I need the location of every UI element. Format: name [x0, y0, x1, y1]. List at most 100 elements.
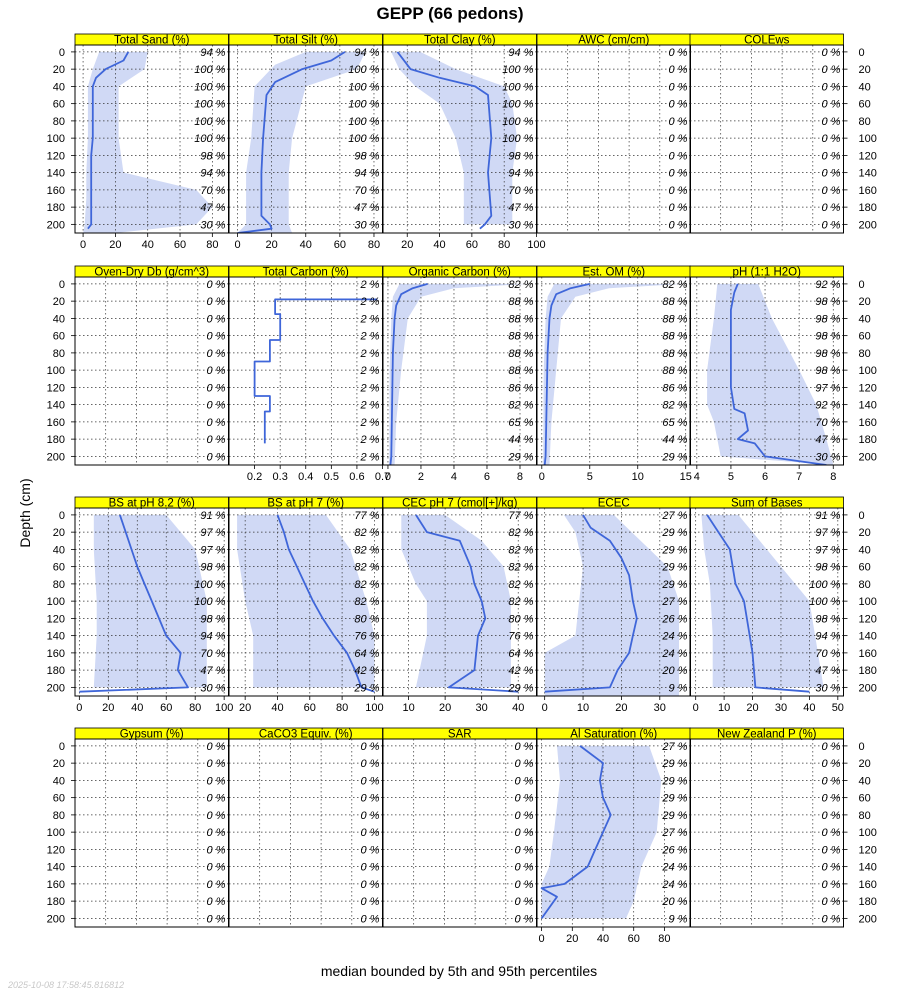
percent-label: 88 %	[662, 296, 687, 308]
percent-label: 26 %	[661, 613, 687, 625]
panel-border	[689, 44, 844, 234]
y-tick-label: 40	[859, 81, 871, 93]
y-tick-label: 40	[53, 544, 65, 556]
y-tick-label: 0	[859, 279, 865, 291]
percent-label: 82 %	[354, 527, 379, 539]
median-line	[543, 283, 590, 465]
percent-label: 82 %	[508, 279, 533, 291]
percent-label: 0 %	[822, 810, 841, 822]
x-tick-label: 8	[830, 471, 836, 483]
percentile-band	[391, 51, 518, 225]
percent-label: 0 %	[822, 150, 841, 162]
x-axis-caption: median bounded by 5th and 95th percentil…	[320, 963, 598, 979]
y-tick-label: 20	[859, 758, 871, 770]
percent-label: 100 %	[194, 116, 225, 128]
percent-label: 9 %	[669, 913, 688, 925]
percent-label: 30 %	[815, 682, 840, 694]
percent-label: 70 %	[815, 417, 840, 429]
y-tick-label: 60	[53, 99, 65, 111]
percent-label: 88 %	[508, 313, 533, 325]
percent-label: 29 %	[353, 682, 379, 694]
panel-title: CaCO3 Equiv. (%)	[259, 729, 353, 741]
median-line	[79, 514, 189, 693]
panel-title: CEC pH 7 (cmol[+]/kg)	[402, 498, 518, 510]
percent-label: 0 %	[822, 64, 841, 76]
percent-label: 0 %	[822, 862, 841, 874]
x-tick-label: 0	[76, 702, 82, 714]
x-tick-label: 0	[80, 239, 86, 251]
panel-border	[382, 738, 537, 928]
y-tick-label: 200	[859, 682, 877, 694]
panel-plot-area	[229, 45, 383, 233]
y-tick-label: 80	[53, 579, 65, 591]
x-tick-label: 20	[746, 702, 758, 714]
y-tick-label: 160	[859, 648, 877, 660]
percent-label: 24 %	[661, 862, 687, 874]
x-tick-label: 20	[401, 239, 413, 251]
panel-title: Total Silt (%)	[273, 35, 338, 47]
percent-label: 100 %	[809, 579, 840, 591]
percent-label: 100 %	[502, 116, 533, 128]
x-tick-label: 0.4	[298, 471, 313, 483]
percent-label: 0 %	[207, 382, 226, 394]
y-tick-label: 20	[859, 296, 871, 308]
percent-label: 0 %	[822, 775, 841, 787]
percent-label: 27 %	[661, 596, 687, 608]
percent-label: 100 %	[348, 64, 379, 76]
x-tick-label: 80	[189, 702, 201, 714]
percent-label: 98 %	[200, 150, 225, 162]
x-tick-label: 80	[206, 239, 218, 251]
percent-label: 0 %	[207, 758, 226, 770]
percent-label: 30 %	[354, 219, 379, 231]
percent-label: 30 %	[508, 219, 533, 231]
y-tick-label: 120	[859, 150, 877, 162]
y-tick-label: 140	[47, 631, 65, 643]
percent-label: 0 %	[361, 844, 380, 856]
percent-label: 82 %	[508, 544, 533, 556]
percent-label: 9 %	[669, 682, 688, 694]
y-tick-label: 140	[47, 862, 65, 874]
percent-label: 80 %	[508, 613, 533, 625]
percent-label: 88 %	[662, 365, 687, 377]
percent-label: 42 %	[508, 665, 533, 677]
percent-label: 0 %	[822, 844, 841, 856]
y-tick-label: 140	[859, 862, 877, 874]
y-tick-label: 0	[859, 47, 865, 59]
percent-label: 0 %	[822, 741, 841, 753]
panel-total-sand: Total Sand (%) 94 % 100 % 100 % 100 % 100 % 10…	[47, 33, 229, 251]
percent-label: 0 %	[207, 434, 226, 446]
panel-bs-ph82: BS at pH 8.2 (%) 91 % 97 % 97 % 98 % 100 % 100…	[47, 496, 233, 714]
percentile-band	[544, 514, 679, 696]
x-tick-label: 0	[693, 702, 699, 714]
percent-label: 70 %	[508, 185, 533, 197]
percentile-band	[707, 283, 834, 465]
percent-label: 20 %	[661, 896, 687, 908]
percent-label: 0 %	[822, 99, 841, 111]
x-tick-label: 8	[517, 471, 523, 483]
x-tick-label: 0.5	[324, 471, 339, 483]
percent-label: 64 %	[354, 648, 379, 660]
percent-label: 98 %	[815, 348, 840, 360]
panel-title: Al Saturation (%)	[570, 729, 657, 741]
panel-plot-area	[537, 739, 691, 927]
x-tick-label: 0.7	[375, 471, 390, 483]
y-tick-label: 180	[47, 202, 65, 214]
panel-cec-ph7: CEC pH 7 (cmol[+]/kg)77 % 82 % 82 % 82 % 82 …	[382, 496, 537, 714]
percent-label: 97 %	[200, 544, 225, 556]
y-tick-label: 120	[47, 844, 65, 856]
y-tick-label: 80	[53, 116, 65, 128]
percent-label: 30 %	[200, 682, 225, 694]
panel-title: SAR	[448, 729, 472, 741]
y-tick-label: 20	[53, 758, 65, 770]
percent-label: 0 %	[207, 365, 226, 377]
panel-plot-area	[383, 508, 537, 696]
median-line	[706, 514, 810, 693]
percent-label: 0 %	[361, 810, 380, 822]
percent-label: 82 %	[508, 562, 533, 574]
percent-label: 76 %	[508, 631, 533, 643]
percent-label: 0 %	[822, 879, 841, 891]
percent-label: 0 %	[822, 81, 841, 93]
percent-label: 0 %	[207, 296, 226, 308]
panel-plot-area	[383, 739, 537, 927]
percent-label: 0 %	[361, 793, 380, 805]
